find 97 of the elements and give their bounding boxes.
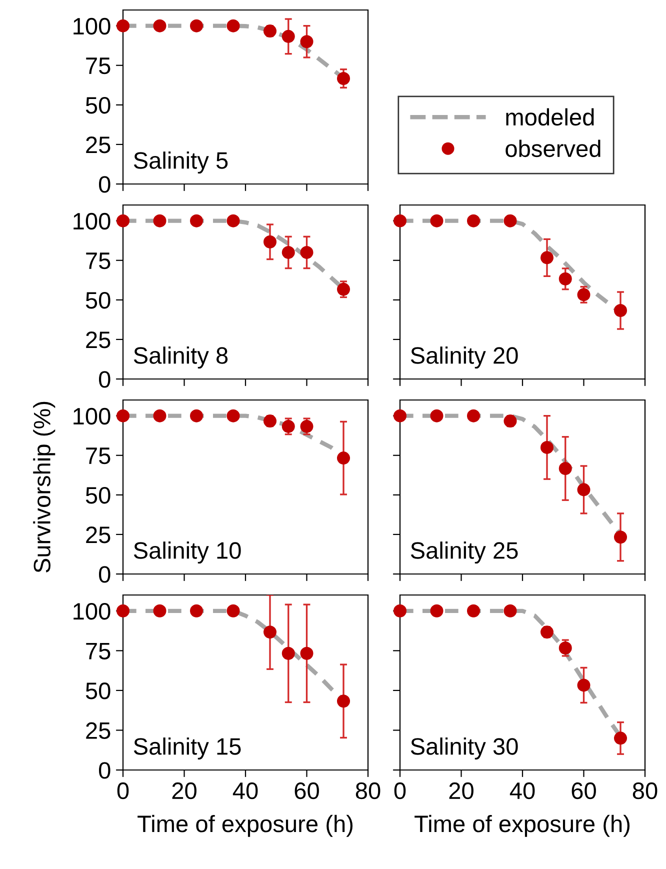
point — [153, 214, 166, 228]
point — [282, 646, 295, 660]
x-axis-title: Time of exposure (h) — [138, 814, 353, 837]
point — [393, 214, 407, 228]
point — [300, 35, 314, 48]
annotation: Salinity 15 — [134, 737, 241, 760]
y-tick-label: 0 — [98, 566, 110, 583]
point — [614, 304, 628, 318]
x-tick-label: 40 — [232, 782, 258, 800]
y-tick-label: 0 — [98, 371, 110, 388]
point — [577, 483, 590, 496]
y-tick-label: 75 — [86, 252, 110, 270]
point — [614, 732, 628, 745]
point — [153, 19, 166, 32]
point — [558, 462, 572, 475]
point — [300, 420, 314, 433]
y-tick-label: 25 — [86, 332, 110, 348]
annotation: Salinity 8 — [134, 346, 228, 369]
point — [540, 440, 554, 454]
y-tick-label: 50 — [86, 486, 110, 504]
y-tick-label: 100 — [74, 18, 110, 35]
point — [282, 246, 295, 259]
y-tick-label: 75 — [86, 58, 110, 74]
annotation: Salinity 10 — [134, 542, 241, 564]
point — [466, 409, 480, 422]
point — [336, 282, 350, 296]
point — [336, 452, 350, 465]
x-tick-label: 60 — [572, 782, 596, 800]
point — [393, 604, 407, 618]
y-tick-label: 50 — [86, 96, 110, 114]
x-tick-label: 20 — [172, 782, 196, 800]
point — [116, 19, 130, 32]
x-tick-label: 80 — [632, 782, 658, 800]
point — [300, 246, 314, 259]
y-axis-title: Survivorship (%) — [33, 402, 56, 573]
x-axis-title: Time of exposure (h) — [414, 814, 630, 837]
point — [263, 235, 277, 248]
annotation: Salinity 25 — [410, 542, 518, 564]
point — [263, 24, 277, 38]
annotation: Salinity 30 — [410, 737, 518, 760]
y-tick-label: 75 — [86, 448, 110, 464]
legend-label: observed — [506, 140, 600, 158]
y-tick-label: 0 — [98, 762, 110, 779]
point — [614, 530, 628, 544]
point — [116, 604, 130, 618]
y-tick-label: 100 — [74, 408, 110, 425]
point — [540, 626, 554, 639]
point — [430, 604, 444, 618]
y-tick-label: 25 — [86, 526, 110, 544]
point — [226, 409, 240, 422]
point — [577, 288, 590, 302]
point — [226, 604, 240, 618]
point — [190, 19, 204, 32]
y-tick-label: 100 — [74, 212, 110, 230]
y-tick-label: 50 — [86, 292, 110, 309]
point — [263, 626, 277, 639]
point — [282, 30, 295, 43]
point — [116, 214, 130, 228]
point — [393, 409, 407, 422]
x-tick-label: 60 — [294, 782, 319, 800]
point — [336, 694, 350, 708]
annotation: Salinity 20 — [410, 346, 518, 369]
x-tick-label: 0 — [394, 782, 406, 800]
annotation: Salinity 5 — [134, 152, 228, 174]
point — [577, 678, 590, 692]
point — [190, 604, 204, 618]
point — [153, 409, 166, 422]
point — [282, 420, 295, 433]
point — [226, 214, 240, 228]
y-tick-label: 25 — [86, 722, 110, 740]
y-tick-label: 50 — [86, 682, 110, 700]
y-tick-label: 0 — [98, 176, 110, 193]
point — [153, 604, 166, 618]
point — [466, 604, 480, 618]
legend-label: modeled — [506, 108, 594, 126]
x-tick-label: 0 — [117, 782, 129, 800]
point — [504, 214, 517, 228]
y-tick-label: 75 — [86, 642, 110, 660]
x-tick-label: 20 — [449, 782, 474, 800]
point — [226, 19, 240, 32]
point — [540, 251, 554, 264]
point — [190, 214, 204, 228]
point — [558, 641, 572, 654]
point — [466, 214, 480, 228]
point — [116, 409, 130, 422]
y-tick-label: 25 — [86, 136, 110, 154]
point — [430, 214, 444, 228]
point — [558, 272, 572, 286]
point — [336, 72, 350, 85]
point — [190, 409, 204, 422]
x-tick-label: 40 — [510, 782, 535, 800]
y-tick-label: 100 — [74, 602, 110, 620]
point — [300, 646, 314, 660]
point — [504, 604, 517, 618]
x-tick-label: 80 — [356, 782, 380, 800]
point — [263, 414, 277, 428]
point — [430, 409, 444, 422]
